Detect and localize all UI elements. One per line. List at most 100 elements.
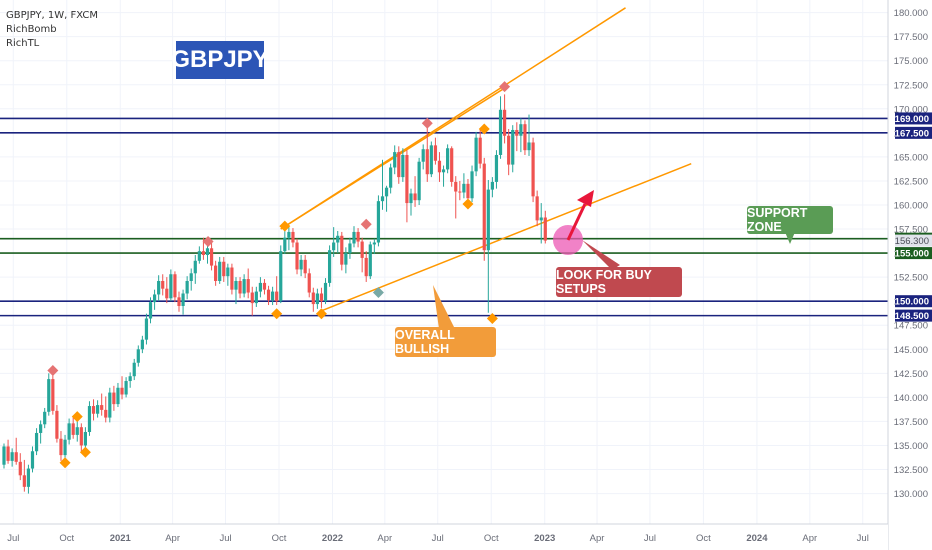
signal-diamond (279, 220, 291, 232)
signal-diamond (59, 457, 71, 469)
candle (116, 382, 120, 407)
candle (209, 240, 214, 271)
candle-body (120, 387, 124, 395)
time-axis[interactable]: Jul Oct 2021 Apr Jul Oct 2022 Apr Jul Oct 2023 Apr J… (0, 523, 888, 550)
candle-body (161, 280, 165, 289)
time-tick-label: Apr (165, 533, 180, 544)
candle (6, 439, 10, 464)
candle (132, 358, 136, 381)
candle-body (43, 411, 47, 425)
time-tick-label: Oct (272, 533, 287, 544)
candle (494, 150, 499, 189)
candle-body (356, 231, 360, 242)
candle (344, 247, 348, 274)
signal-diamond (462, 198, 474, 210)
candle-body (393, 152, 397, 168)
candle-body (376, 201, 381, 243)
indicator-richbomb[interactable]: RichBomb (6, 24, 57, 35)
candle (450, 146, 454, 187)
candle-body (323, 282, 328, 302)
signal-diamond (315, 308, 327, 320)
candle (462, 173, 466, 199)
price-tick-label: 145.000 (894, 345, 928, 356)
horizontal-levels (0, 117, 888, 317)
candle-body (67, 423, 71, 440)
candle (299, 255, 303, 277)
candle-body (185, 280, 189, 294)
candle-body (6, 446, 10, 461)
candle (454, 176, 458, 219)
candle (319, 287, 324, 308)
level-price-tag (895, 126, 932, 139)
candle (519, 118, 523, 153)
time-tick-label: 2022 (322, 533, 343, 544)
candle (482, 157, 486, 261)
candle (421, 144, 425, 170)
candle (124, 377, 128, 398)
candle (429, 141, 433, 178)
candle (185, 276, 189, 300)
time-tick-label: Apr (377, 533, 392, 544)
candle-body (397, 152, 401, 178)
candle (100, 393, 104, 416)
candle (10, 448, 14, 467)
signal-diamond (202, 236, 214, 248)
time-tick-label: Oct (696, 533, 711, 544)
level-price-tag (895, 112, 932, 125)
candle-body (26, 468, 31, 487)
candle (55, 405, 59, 443)
candle-body (478, 137, 482, 164)
price-tick-label: 157.500 (894, 225, 928, 236)
candle-body (519, 124, 523, 136)
candle-body (39, 424, 43, 433)
support-zone-callout: SUPPORT ZONE (747, 206, 833, 234)
price-axis-bg (888, 0, 932, 550)
level-price-tag (895, 295, 932, 308)
candle (39, 420, 43, 444)
candle-body (482, 163, 486, 251)
time-tick-label: Oct (59, 533, 74, 544)
candle-body (368, 244, 372, 277)
candle (96, 400, 100, 418)
candle-body (91, 406, 96, 414)
candle (157, 275, 161, 302)
time-tick-label: Jul (644, 533, 656, 544)
candle-body (454, 181, 458, 192)
candle (441, 165, 446, 187)
candle-body (157, 280, 161, 295)
candle-body (47, 379, 51, 412)
signal-diamond (372, 287, 384, 299)
candle (34, 428, 39, 456)
candle-body (51, 379, 55, 411)
candle-body (75, 427, 79, 435)
candle (161, 274, 165, 296)
candle-body (458, 191, 462, 193)
price-axis[interactable]: 130.000 132.500 135.000 137.500 140.000 142.5… (887, 0, 932, 550)
title-badge: GBPJPY (171, 41, 269, 79)
candle (226, 263, 230, 286)
candle-body (242, 279, 246, 294)
candle-body (511, 129, 515, 165)
candle (401, 148, 405, 182)
candle (507, 129, 511, 176)
candle (486, 179, 490, 313)
signal-diamond (421, 117, 433, 129)
candle (165, 277, 169, 304)
candle (112, 385, 116, 411)
level-price-label: 155.000 (895, 249, 929, 260)
candle-body (446, 148, 450, 170)
time-tick-label: 2023 (534, 533, 555, 544)
candle (515, 122, 519, 152)
candle-body (389, 167, 393, 188)
price-tick-label: 152.500 (894, 273, 928, 284)
candle-body (230, 267, 234, 290)
indicator-richtl[interactable]: RichTL (6, 38, 40, 49)
candle-body (100, 405, 104, 410)
signal-diamond (79, 446, 91, 458)
time-tick-label: Jul (857, 533, 869, 544)
candle (368, 241, 372, 280)
candle-body (140, 339, 144, 350)
candle (250, 286, 254, 316)
signal-diamond (47, 364, 59, 376)
